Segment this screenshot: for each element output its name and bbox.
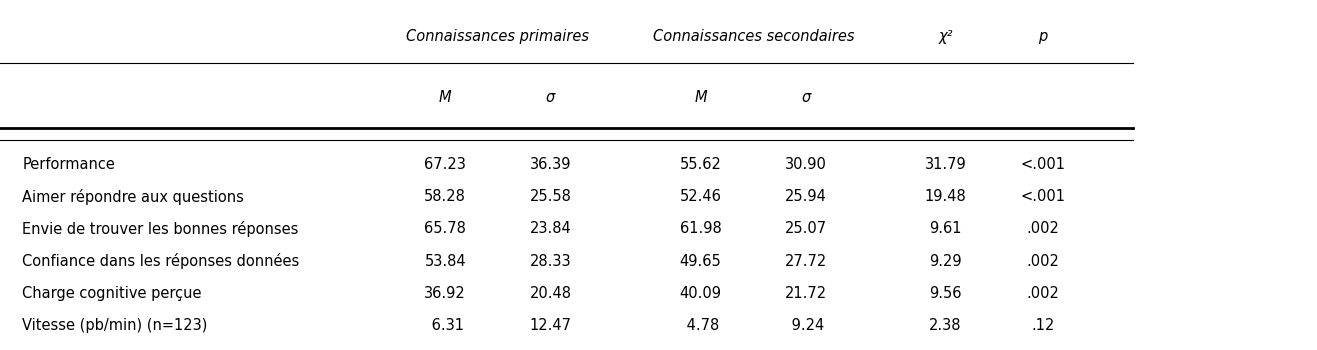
Text: .002: .002: [1027, 254, 1059, 268]
Text: Connaissances secondaires: Connaissances secondaires: [653, 29, 853, 44]
Text: 55.62: 55.62: [680, 157, 722, 172]
Text: 58.28: 58.28: [424, 189, 466, 204]
Text: 23.84: 23.84: [529, 222, 572, 236]
Text: 49.65: 49.65: [680, 254, 722, 268]
Text: χ²: χ²: [938, 29, 954, 44]
Text: Vitesse (pb/min) (n=123): Vitesse (pb/min) (n=123): [22, 318, 208, 333]
Text: M: M: [439, 91, 452, 105]
Text: 52.46: 52.46: [680, 189, 722, 204]
Text: 9.56: 9.56: [930, 286, 961, 301]
Text: .002: .002: [1027, 222, 1059, 236]
Text: 4.78: 4.78: [682, 318, 719, 333]
Text: <.001: <.001: [1021, 189, 1065, 204]
Text: Performance: Performance: [22, 157, 116, 172]
Text: Charge cognitive perçue: Charge cognitive perçue: [22, 286, 202, 301]
Text: M: M: [694, 91, 707, 105]
Text: 6.31: 6.31: [427, 318, 464, 333]
Text: 2.38: 2.38: [930, 318, 961, 333]
Text: p: p: [1038, 29, 1048, 44]
Text: 19.48: 19.48: [925, 189, 967, 204]
Text: 53.84: 53.84: [424, 254, 466, 268]
Text: <.001: <.001: [1021, 157, 1065, 172]
Text: 9.29: 9.29: [930, 254, 961, 268]
Text: 31.79: 31.79: [925, 157, 967, 172]
Text: 27.72: 27.72: [785, 254, 827, 268]
Text: 36.92: 36.92: [424, 286, 466, 301]
Text: Envie de trouver les bonnes réponses: Envie de trouver les bonnes réponses: [22, 221, 299, 237]
Text: Aimer répondre aux questions: Aimer répondre aux questions: [22, 189, 244, 205]
Text: Confiance dans les réponses données: Confiance dans les réponses données: [22, 253, 300, 269]
Text: σ: σ: [801, 91, 811, 105]
Text: 25.58: 25.58: [529, 189, 572, 204]
Text: 40.09: 40.09: [680, 286, 722, 301]
Text: 30.90: 30.90: [785, 157, 827, 172]
Text: 20.48: 20.48: [529, 286, 572, 301]
Text: 9.61: 9.61: [930, 222, 961, 236]
Text: .12: .12: [1031, 318, 1055, 333]
Text: 25.07: 25.07: [785, 222, 827, 236]
Text: 28.33: 28.33: [529, 254, 572, 268]
Text: .002: .002: [1027, 286, 1059, 301]
Text: 9.24: 9.24: [788, 318, 824, 333]
Text: 12.47: 12.47: [529, 318, 572, 333]
Text: Connaissances primaires: Connaissances primaires: [407, 29, 589, 44]
Text: 61.98: 61.98: [680, 222, 722, 236]
Text: 65.78: 65.78: [424, 222, 466, 236]
Text: 67.23: 67.23: [424, 157, 466, 172]
Text: σ: σ: [545, 91, 556, 105]
Text: 25.94: 25.94: [785, 189, 827, 204]
Text: 21.72: 21.72: [785, 286, 827, 301]
Text: 36.39: 36.39: [529, 157, 572, 172]
